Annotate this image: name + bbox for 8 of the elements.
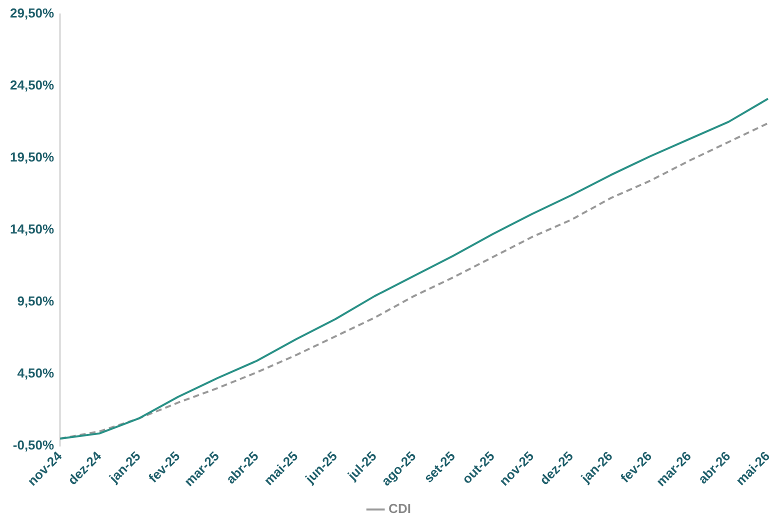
y-tick-label: 9,50% — [17, 293, 55, 308]
y-tick-label: 24,50% — [10, 77, 55, 92]
y-tick-label: -0,50% — [12, 437, 55, 452]
y-tick-label: 14,50% — [10, 221, 55, 236]
y-tick-label: 29,50% — [10, 5, 55, 20]
y-tick-label: 4,50% — [17, 365, 55, 380]
y-tick-label: 19,50% — [10, 149, 55, 164]
legend-label: CDI — [388, 501, 411, 516]
